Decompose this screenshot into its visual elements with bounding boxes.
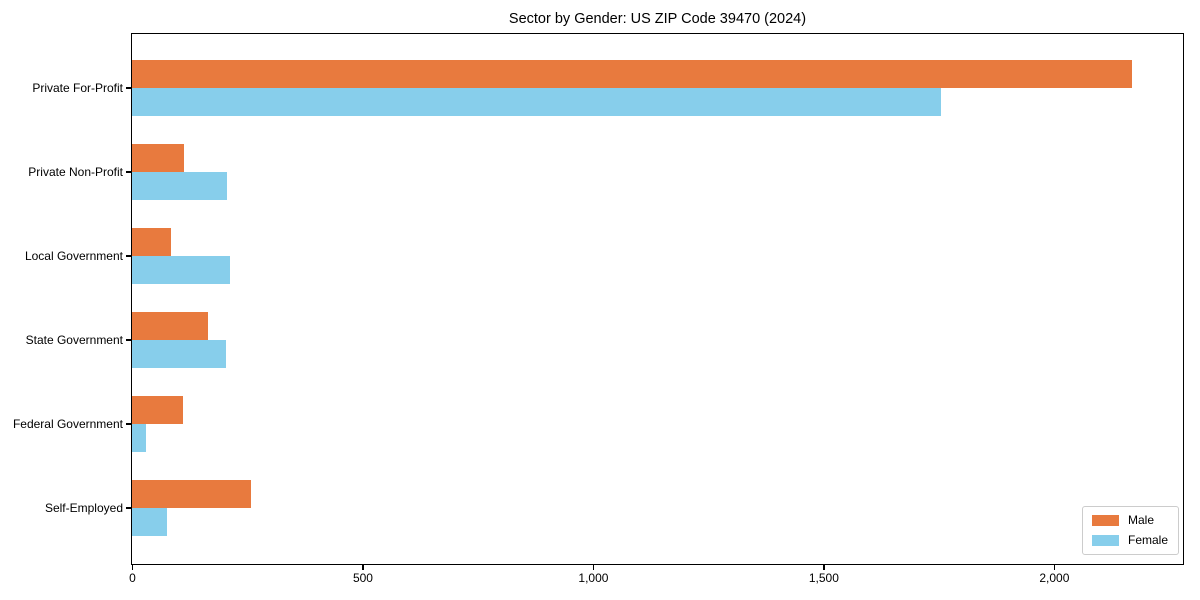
y-axis-label: State Government (25, 333, 123, 347)
legend-swatch-female-icon (1091, 535, 1119, 546)
legend-label-female: Female (1127, 533, 1168, 547)
bar-male-local-government (132, 227, 172, 256)
legend-item-male: Male (1091, 513, 1168, 527)
x-tick-label: 0 (129, 571, 136, 585)
legend-item-female: Female (1091, 533, 1168, 547)
bar-male-federal-government (132, 395, 184, 424)
chart-title: Sector by Gender: US ZIP Code 39470 (202… (508, 11, 807, 27)
bar-female-private-for-profit (132, 87, 942, 116)
y-axis-label: Federal Government (12, 417, 123, 431)
legend: Male Female (1081, 506, 1179, 555)
bar-male-private-non-profit (132, 143, 185, 172)
x-tick-label: 1,000 (578, 571, 609, 585)
y-axis-label: Local Government (24, 249, 123, 263)
y-tick-mark (126, 507, 131, 509)
bar-female-local-government (132, 255, 231, 284)
x-tick-label: 2,000 (1039, 571, 1070, 585)
legend-label-male: Male (1127, 513, 1154, 527)
y-tick-mark (126, 423, 131, 425)
bar-male-private-for-profit (132, 59, 1133, 88)
y-axis-label: Self-Employed (44, 501, 123, 515)
bar-female-state-government (132, 339, 226, 368)
x-tick-mark (362, 565, 364, 570)
y-tick-mark (126, 171, 131, 173)
bar-female-self-employed (132, 507, 167, 536)
y-axis-label: Private For-Profit (32, 81, 123, 95)
x-tick-mark (131, 565, 134, 570)
bar-female-federal-government (132, 423, 146, 452)
plot-area: Male Female (131, 33, 1184, 565)
y-tick-mark (126, 339, 131, 341)
x-tick-label: 500 (352, 571, 373, 585)
bar-male-state-government (132, 311, 208, 340)
x-tick-mark (1053, 565, 1056, 570)
bar-male-self-employed (132, 479, 251, 508)
x-tick-mark (592, 565, 595, 570)
x-tick-mark (823, 565, 825, 570)
legend-swatch-male-icon (1091, 515, 1119, 526)
y-axis-label: Private Non-Profit (28, 165, 123, 179)
bar-female-private-non-profit (132, 171, 227, 200)
y-tick-mark (126, 255, 131, 257)
y-tick-mark (126, 87, 131, 89)
x-tick-label: 1,500 (808, 571, 839, 585)
